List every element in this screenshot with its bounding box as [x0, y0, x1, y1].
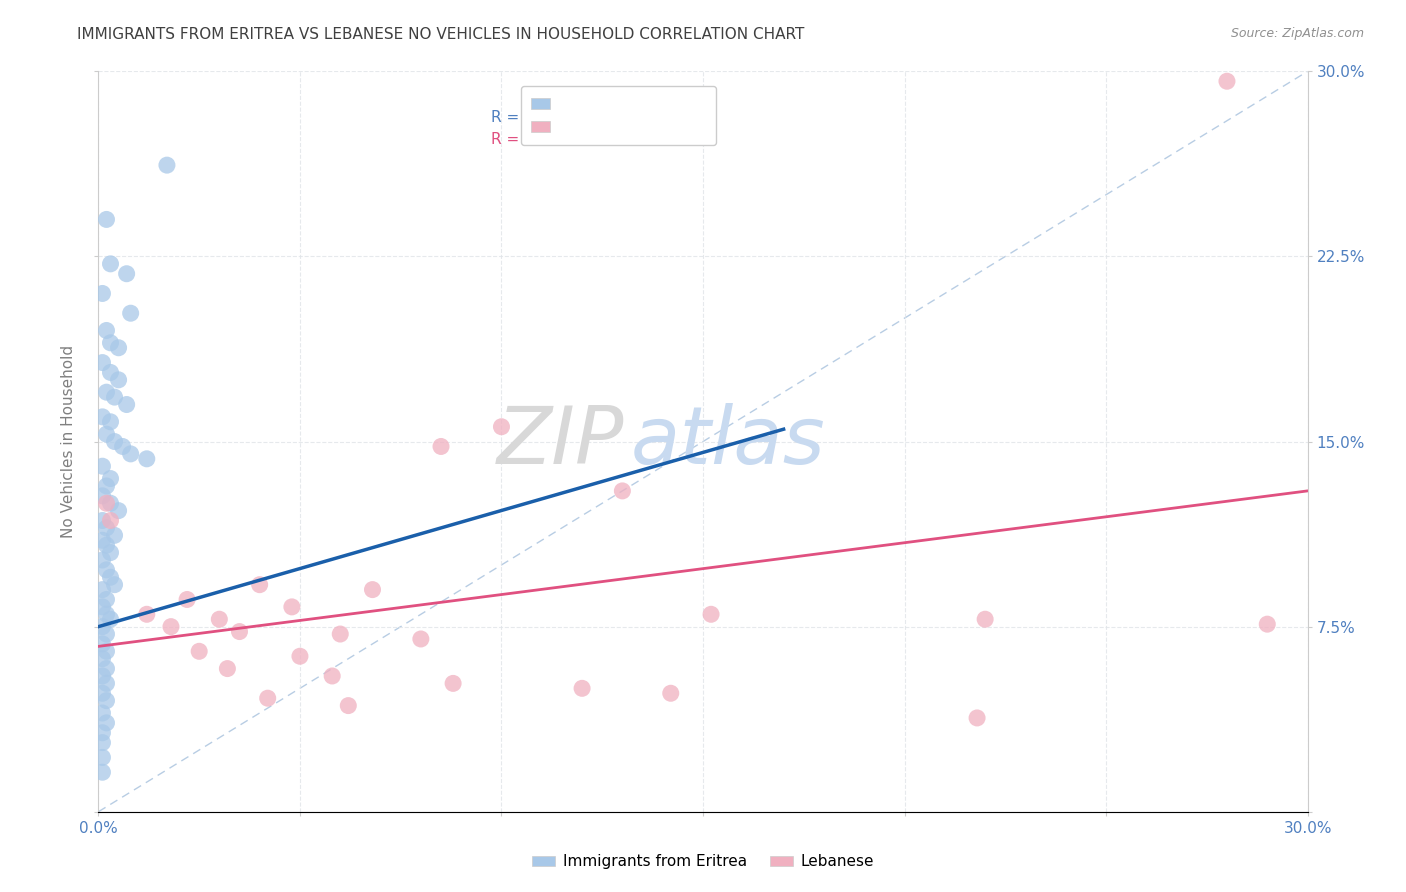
- Point: [1256, 617, 1278, 632]
- Point: [329, 627, 352, 641]
- Y-axis label: No Vehicles in Household: No Vehicles in Household: [60, 345, 76, 538]
- Point: [96, 538, 118, 552]
- Point: [700, 607, 723, 622]
- Point: [409, 632, 432, 646]
- Point: [96, 521, 118, 535]
- Point: [96, 563, 118, 577]
- Point: [120, 447, 142, 461]
- Point: [96, 627, 118, 641]
- Point: [91, 459, 114, 474]
- Point: [974, 612, 997, 626]
- Point: [96, 212, 118, 227]
- Point: [176, 592, 198, 607]
- Point: [160, 619, 183, 633]
- Point: [228, 624, 250, 639]
- Point: [659, 686, 682, 700]
- Point: [103, 577, 125, 591]
- Point: [571, 681, 593, 696]
- Point: [103, 528, 125, 542]
- Point: [966, 711, 988, 725]
- Point: [111, 440, 134, 454]
- Point: [91, 637, 114, 651]
- Point: [103, 434, 125, 449]
- Point: [91, 286, 114, 301]
- Point: [430, 440, 453, 454]
- Point: [91, 669, 114, 683]
- Text: R = 0.213: R = 0.213: [492, 110, 568, 125]
- Point: [91, 765, 114, 780]
- Point: [281, 599, 304, 614]
- Point: [96, 694, 118, 708]
- Point: [91, 686, 114, 700]
- Point: [321, 669, 343, 683]
- Point: [135, 607, 157, 622]
- Point: [107, 503, 129, 517]
- Point: [491, 419, 513, 434]
- Text: R = 0.214: R = 0.214: [492, 132, 568, 147]
- Point: [107, 373, 129, 387]
- Point: [91, 533, 114, 548]
- Point: [91, 553, 114, 567]
- Point: [91, 725, 114, 739]
- Text: atlas: atlas: [630, 402, 825, 481]
- Point: [100, 335, 122, 350]
- Point: [100, 496, 122, 510]
- Point: [249, 577, 271, 591]
- Point: [100, 612, 122, 626]
- Point: [96, 479, 118, 493]
- Point: [96, 427, 118, 442]
- Text: ZIP: ZIP: [498, 402, 624, 481]
- Point: [96, 676, 118, 690]
- Point: [188, 644, 211, 658]
- Point: [91, 409, 114, 424]
- Point: [361, 582, 384, 597]
- Point: [107, 341, 129, 355]
- Point: [96, 715, 118, 730]
- Point: [91, 582, 114, 597]
- Point: [96, 662, 118, 676]
- Point: [100, 570, 122, 584]
- Point: [91, 619, 114, 633]
- Point: [91, 750, 114, 764]
- Point: [100, 514, 122, 528]
- Point: [91, 651, 114, 665]
- Legend:                               ,                               : ,: [520, 87, 716, 145]
- Point: [91, 489, 114, 503]
- Point: [100, 415, 122, 429]
- Point: [208, 612, 231, 626]
- Point: [120, 306, 142, 320]
- Text: Source: ZipAtlas.com: Source: ZipAtlas.com: [1230, 27, 1364, 40]
- Point: [135, 451, 157, 466]
- Point: [91, 599, 114, 614]
- Point: [256, 691, 278, 706]
- Text: N = 59: N = 59: [637, 110, 693, 125]
- Point: [100, 471, 122, 485]
- Point: [96, 592, 118, 607]
- Point: [103, 390, 125, 404]
- Point: [91, 514, 114, 528]
- Text: IMMIGRANTS FROM ERITREA VS LEBANESE NO VEHICLES IN HOUSEHOLD CORRELATION CHART: IMMIGRANTS FROM ERITREA VS LEBANESE NO V…: [77, 27, 804, 42]
- Point: [612, 483, 634, 498]
- Point: [100, 546, 122, 560]
- Point: [156, 158, 179, 172]
- Point: [100, 257, 122, 271]
- Point: [288, 649, 311, 664]
- Point: [91, 706, 114, 720]
- Point: [96, 607, 118, 622]
- Text: N = 29: N = 29: [637, 132, 695, 147]
- Point: [115, 398, 138, 412]
- Legend: Immigrants from Eritrea, Lebanese: Immigrants from Eritrea, Lebanese: [526, 848, 880, 875]
- Point: [96, 496, 118, 510]
- Point: [100, 366, 122, 380]
- Point: [96, 385, 118, 400]
- Point: [96, 644, 118, 658]
- Point: [441, 676, 464, 690]
- Point: [1216, 74, 1239, 88]
- Point: [91, 355, 114, 369]
- Point: [217, 662, 239, 676]
- Point: [337, 698, 360, 713]
- Point: [115, 267, 138, 281]
- Point: [96, 324, 118, 338]
- Point: [91, 736, 114, 750]
